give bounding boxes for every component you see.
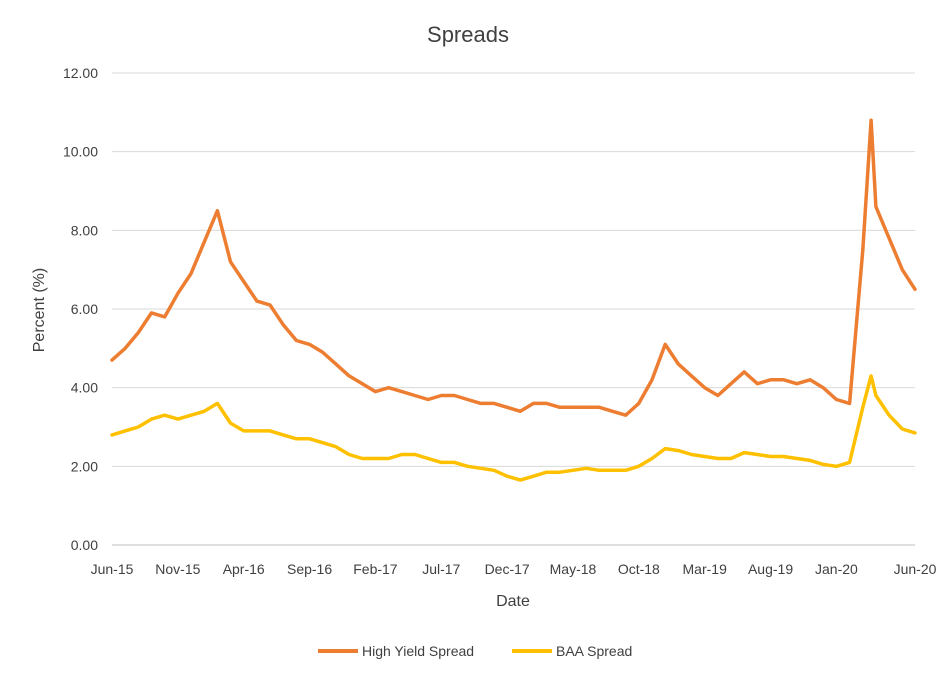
x-tick-label: Jun-15	[91, 561, 134, 577]
y-tick-label: 4.00	[71, 380, 98, 396]
y-axis-tick-labels: 0.00 2.00 4.00 6.00 8.00 10.00 12.00	[63, 65, 98, 553]
x-tick-label: Feb-17	[353, 561, 398, 577]
x-tick-label: Oct-18	[618, 561, 660, 577]
chart-title: Spreads	[427, 22, 509, 47]
x-tick-label: Jun-20	[894, 561, 936, 577]
y-tick-label: 0.00	[71, 537, 98, 553]
legend-label: BAA Spread	[556, 643, 632, 659]
x-tick-label: Jul-17	[422, 561, 460, 577]
gridlines	[112, 72, 915, 546]
x-tick-label: Nov-15	[155, 561, 200, 577]
series-line-baa-spread	[110, 374, 917, 482]
x-tick-label: Sep-16	[287, 561, 332, 577]
series-lines	[110, 118, 917, 482]
x-tick-label: Apr-16	[223, 561, 265, 577]
y-tick-label: 8.00	[71, 222, 98, 238]
y-axis-label: Percent (%)	[31, 268, 48, 352]
x-tick-label: Jan-20	[815, 561, 858, 577]
x-axis-tick-labels: Jun-15 Nov-15 Apr-16 Sep-16 Feb-17 Jul-17 Dec-…	[91, 561, 936, 577]
y-tick-label: 12.00	[63, 65, 98, 81]
y-tick-label: 10.00	[63, 144, 98, 160]
x-tick-label: May-18	[550, 561, 597, 577]
y-tick-label: 2.00	[71, 458, 98, 474]
x-tick-label: Aug-19	[748, 561, 793, 577]
x-axis-label: Date	[496, 593, 530, 610]
x-tick-label: Mar-19	[683, 561, 728, 577]
legend: High Yield Spread BAA Spread	[318, 643, 632, 659]
legend-label: High Yield Spread	[362, 643, 474, 659]
x-tick-label: Dec-17	[485, 561, 530, 577]
y-tick-label: 6.00	[71, 301, 98, 317]
series-line-high-yield-spread	[110, 118, 917, 417]
